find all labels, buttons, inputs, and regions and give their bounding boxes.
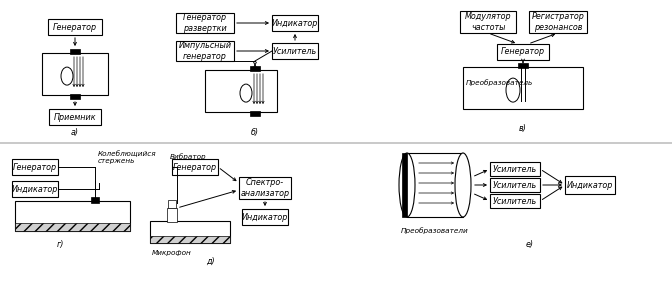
Bar [460,11,516,33]
Text: Вибратор: Вибратор [170,154,206,160]
Bar [167,208,177,222]
Text: Генератор: Генератор [173,163,217,171]
Ellipse shape [399,153,415,217]
Ellipse shape [506,78,520,102]
Bar [463,67,583,109]
Text: Регистратор
резонансов: Регистратор резонансов [532,12,585,32]
Bar [518,63,528,68]
Text: Индикатор: Индикатор [242,213,288,221]
Text: г): г) [56,241,64,249]
Bar [565,176,615,194]
Bar [15,201,130,231]
Ellipse shape [455,153,471,217]
Bar [150,221,230,243]
Bar [91,197,99,203]
Text: Модулятор
частоты: Модулятор частоты [464,12,511,32]
Bar [172,159,218,175]
Bar [49,109,101,125]
Text: Преобразователь: Преобразователь [466,80,534,86]
Bar [490,162,540,176]
Bar [250,66,260,71]
Bar [48,19,102,35]
Bar [529,11,587,33]
Bar [250,111,260,116]
Text: е): е) [526,241,534,249]
Text: Колеблющийся
стержень: Колеблющийся стержень [98,150,157,164]
Text: а): а) [71,128,79,138]
Bar [402,153,407,217]
Bar [168,200,176,208]
Bar [176,41,234,61]
Text: д): д) [206,257,214,265]
Text: Преобразователи: Преобразователи [401,228,469,235]
Text: Индикатор: Индикатор [12,185,58,193]
Bar [490,194,540,208]
Text: Микрофон: Микрофон [152,250,192,256]
Text: Генератор: Генератор [501,48,545,56]
Bar [205,70,277,112]
Bar [497,44,549,60]
Text: Приемник: Приемник [54,113,96,121]
Bar [70,49,80,54]
Text: Индикатор: Индикатор [271,19,318,27]
Bar [490,178,540,192]
Text: в): в) [519,124,527,134]
Bar [272,43,318,59]
Bar [12,181,58,197]
Text: б): б) [251,128,259,138]
Text: Усилитель: Усилитель [493,164,537,174]
Bar [70,94,80,99]
Text: Генератор: Генератор [13,163,57,171]
Text: Импульсный
генератор: Импульсный генератор [179,41,232,61]
Text: Индикатор: Индикатор [566,181,613,189]
Text: Усилитель: Усилитель [273,46,317,56]
Bar [239,177,291,199]
Text: Генератор
развертки: Генератор развертки [183,13,227,33]
Bar [15,223,130,231]
Bar [176,13,234,33]
Text: Спектро-
анализатор: Спектро- анализатор [241,178,290,198]
Bar [242,209,288,225]
Ellipse shape [240,84,252,102]
Bar [272,15,318,31]
Bar [407,153,463,217]
Bar [42,53,108,95]
Ellipse shape [61,67,73,85]
Bar [12,159,58,175]
Text: Усилитель: Усилитель [493,181,537,189]
Text: Усилитель: Усилитель [493,196,537,206]
Text: Генератор: Генератор [53,23,97,31]
Bar [150,236,230,243]
